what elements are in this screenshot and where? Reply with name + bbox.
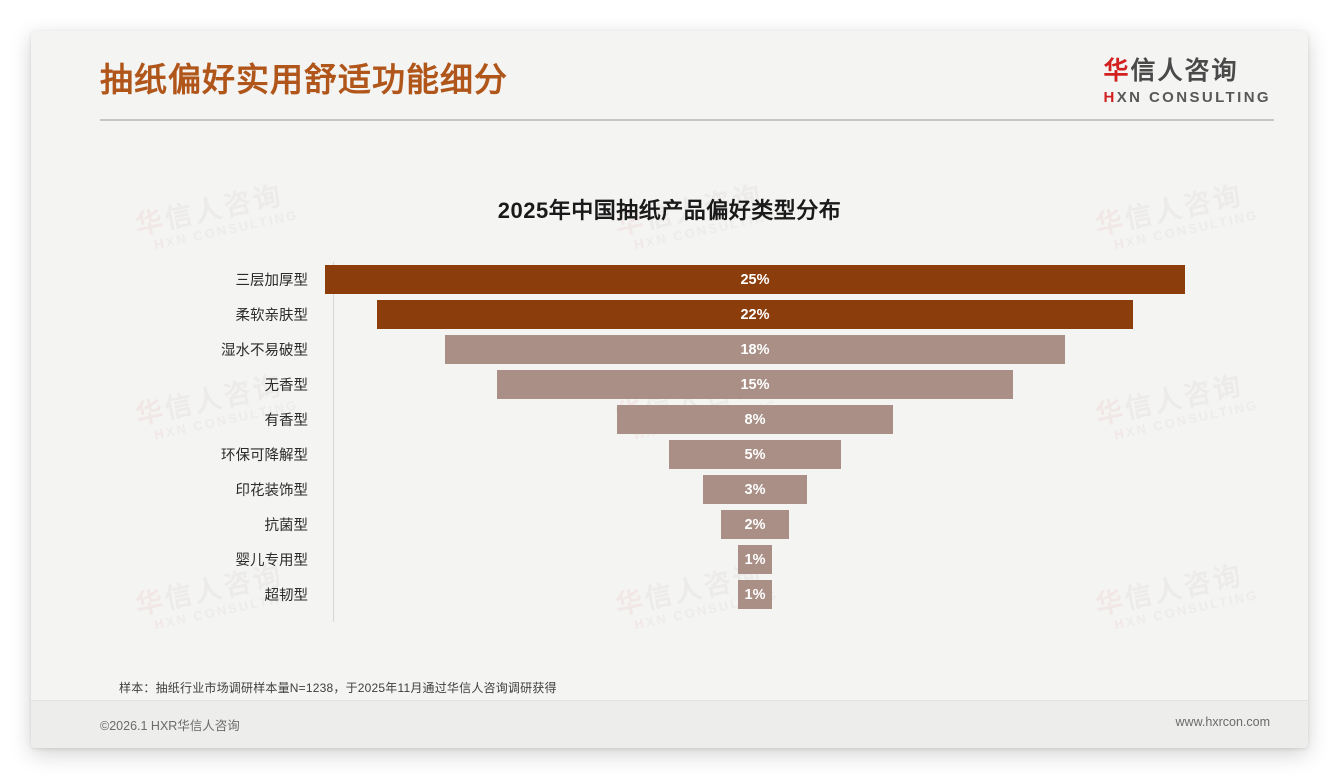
funnel-row: 三层加厚型 25% (185, 262, 1185, 297)
logo-cn-red: 华 (1103, 57, 1131, 85)
funnel-bar-value: 2% (744, 516, 766, 533)
funnel-row: 有香型 8% (185, 402, 1185, 437)
funnel-bar[interactable]: 25% (325, 265, 1185, 294)
funnel-bar[interactable]: 8% (617, 405, 893, 434)
slide-card: 华信人咨询 HXN CONSULTING 华信人咨询 HXN CONSULTIN… (31, 31, 1308, 748)
page-title: 抽纸偏好实用舒适功能细分 (100, 61, 508, 98)
logo-cn-text: 华信人咨询 (1103, 57, 1272, 86)
chart-axis-line (333, 262, 334, 622)
funnel-bar-value: 3% (744, 481, 766, 498)
company-logo: 华信人咨询 HXN CONSULTING (1103, 57, 1272, 106)
funnel-category-label: 印花装饰型 (235, 483, 309, 499)
funnel-category-label: 超韧型 (264, 588, 309, 604)
header-divider (100, 119, 1274, 121)
funnel-bar[interactable]: 22% (376, 300, 1134, 329)
logo-cn-rest: 信人咨询 (1130, 57, 1239, 85)
funnel-bar-track: 3% (325, 472, 1185, 507)
funnel-row: 环保可降解型 5% (185, 437, 1185, 472)
funnel-bar-track: 8% (325, 402, 1185, 437)
funnel-row: 婴儿专用型 1% (185, 542, 1185, 577)
funnel-bar-value: 8% (744, 411, 766, 428)
footer-copyright: ©2026.1 HXR华信人咨询 (100, 719, 240, 733)
funnel-category-label: 无香型 (264, 378, 309, 394)
funnel-category-label: 有香型 (264, 413, 309, 429)
logo-en-rest: XN CONSULTING (1116, 88, 1271, 106)
funnel-row: 抗菌型 2% (185, 507, 1185, 542)
funnel-bar-value: 1% (744, 551, 766, 568)
chart-area: 2025年中国抽纸产品偏好类型分布 三层加厚型 25% 柔软亲肤型 22% 湿水不易破型… (31, 131, 1308, 691)
funnel-bar-track: 1% (325, 542, 1185, 577)
funnel-bar-track: 22% (325, 297, 1185, 332)
chart-title: 2025年中国抽纸产品偏好类型分布 (497, 198, 842, 223)
funnel-bar-value: 22% (740, 306, 770, 323)
funnel-row: 湿水不易破型 18% (185, 332, 1185, 367)
funnel-category-label: 婴儿专用型 (235, 553, 309, 569)
funnel-category-label: 抗菌型 (264, 518, 309, 534)
funnel-chart: 三层加厚型 25% 柔软亲肤型 22% 湿水不易破型 18% 无香型 15% 有香型 8% 环保可降… (185, 262, 1185, 622)
funnel-bar-track: 25% (325, 262, 1185, 297)
funnel-category-label: 湿水不易破型 (221, 343, 308, 359)
logo-en-red: H (1103, 88, 1117, 106)
funnel-category-label: 环保可降解型 (221, 448, 308, 464)
funnel-bar[interactable]: 3% (703, 475, 807, 504)
funnel-bar-track: 18% (325, 332, 1185, 367)
funnel-bar-value: 25% (740, 271, 770, 288)
footnote-text: 样本：抽纸行业市场调研样本量N=1238，于2025年11月通过华信人咨询调研获… (119, 681, 557, 695)
funnel-bar[interactable]: 2% (720, 510, 790, 539)
funnel-bar-track: 1% (325, 577, 1185, 612)
funnel-bar-value: 1% (744, 586, 766, 603)
funnel-bar-track: 15% (325, 367, 1185, 402)
slide-header: 抽纸偏好实用舒适功能细分 华信人咨询 HXN CONSULTING (31, 31, 1308, 131)
funnel-row: 印花装饰型 3% (185, 472, 1185, 507)
funnel-row: 无香型 15% (185, 367, 1185, 402)
slide-footer: ©2026.1 HXR华信人咨询 www.hxrcon.com (31, 700, 1308, 748)
funnel-bar-track: 5% (325, 437, 1185, 472)
funnel-bar[interactable]: 1% (737, 580, 773, 609)
funnel-bar-value: 5% (744, 446, 766, 463)
funnel-bar[interactable]: 1% (737, 545, 773, 574)
logo-en-text: HXN CONSULTING (1104, 89, 1272, 106)
funnel-row: 超韧型 1% (185, 577, 1185, 612)
funnel-bar[interactable]: 5% (669, 440, 841, 469)
funnel-bar-track: 2% (325, 507, 1185, 542)
funnel-category-label: 三层加厚型 (235, 273, 309, 289)
footer-website: www.hxrcon.com (1175, 715, 1270, 729)
funnel-bar[interactable]: 15% (497, 370, 1013, 399)
funnel-row: 柔软亲肤型 22% (185, 297, 1185, 332)
funnel-category-label: 柔软亲肤型 (235, 308, 309, 324)
funnel-bar-value: 18% (740, 341, 770, 358)
funnel-bar[interactable]: 18% (445, 335, 1065, 364)
funnel-bar-value: 15% (740, 376, 770, 393)
